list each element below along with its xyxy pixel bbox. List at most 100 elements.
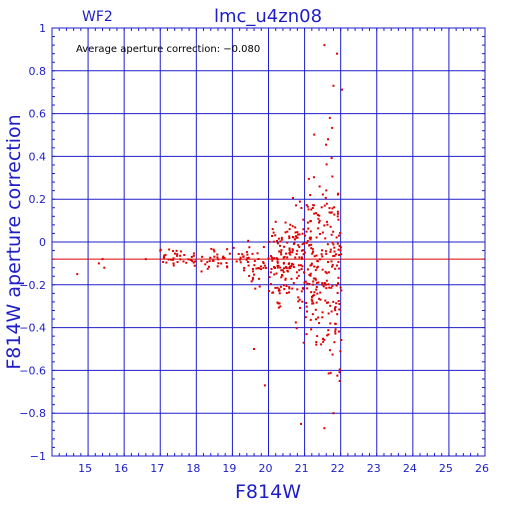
data-point [187, 258, 190, 261]
data-point [327, 372, 330, 375]
data-point [276, 261, 279, 264]
data-point [321, 311, 324, 314]
data-point [337, 282, 340, 285]
data-point [243, 266, 246, 269]
data-point [325, 287, 328, 290]
data-point [318, 214, 321, 217]
data-point [311, 313, 314, 316]
data-point [310, 262, 313, 265]
data-point [292, 196, 295, 199]
data-point [335, 264, 338, 267]
data-point [277, 306, 280, 309]
data-point [337, 192, 340, 195]
data-point [339, 249, 342, 252]
data-point [163, 254, 166, 257]
data-point [328, 286, 331, 289]
data-point [313, 212, 316, 215]
data-point [268, 289, 271, 292]
data-point [183, 253, 186, 256]
data-point [277, 237, 280, 240]
data-point [288, 247, 291, 250]
data-point [310, 263, 313, 266]
data-point [312, 250, 315, 253]
data-point [309, 238, 312, 241]
data-point [338, 308, 341, 311]
data-point [267, 257, 270, 260]
data-point [326, 301, 329, 304]
data-point [301, 232, 304, 235]
data-point [321, 316, 324, 319]
data-point [324, 299, 327, 302]
data-point [247, 256, 250, 259]
data-point [313, 294, 316, 297]
data-point [335, 284, 338, 287]
data-point [337, 261, 340, 264]
y-tick-label: −0.4 [19, 322, 46, 335]
data-point [253, 264, 256, 267]
data-point [336, 374, 339, 377]
data-point [297, 233, 300, 236]
y-tick-label: −0.8 [19, 407, 46, 420]
data-point [276, 286, 279, 289]
data-point [276, 258, 279, 261]
ticks-layer [51, 27, 486, 457]
data-point [299, 264, 302, 267]
data-point [276, 264, 279, 267]
data-point [332, 230, 335, 233]
data-point [295, 327, 298, 330]
data-point [201, 255, 204, 258]
data-point [206, 261, 209, 264]
data-point [336, 52, 339, 55]
data-point [276, 266, 279, 269]
data-point [313, 291, 316, 294]
x-axis-title: F814W [235, 481, 301, 503]
data-point [336, 212, 339, 215]
data-point [190, 255, 193, 258]
data-point [246, 253, 249, 256]
data-point [245, 258, 248, 261]
data-point [280, 269, 283, 272]
data-point [292, 266, 295, 269]
data-point [306, 310, 309, 313]
x-tick-label: 19 [222, 462, 236, 475]
data-point [332, 255, 335, 258]
data-point [313, 133, 316, 136]
data-point [313, 255, 316, 258]
data-point [317, 281, 320, 284]
data-point [298, 200, 301, 203]
data-point [296, 288, 299, 291]
data-point [312, 176, 315, 179]
data-point [330, 260, 333, 263]
data-point [322, 340, 325, 343]
data-point [288, 235, 291, 238]
data-point [333, 250, 336, 253]
data-point [305, 241, 308, 244]
data-point [312, 283, 315, 286]
data-point [246, 257, 249, 260]
data-point [301, 249, 304, 252]
data-point [316, 335, 319, 338]
data-point [258, 267, 261, 270]
data-point [256, 252, 259, 255]
data-point [289, 223, 292, 226]
data-point [279, 285, 282, 288]
data-point [304, 280, 307, 283]
data-point [242, 255, 245, 258]
data-point [315, 288, 318, 291]
data-point [311, 248, 314, 251]
data-point [315, 254, 318, 257]
data-point [305, 301, 308, 304]
data-point [159, 248, 162, 251]
data-point [308, 273, 311, 276]
data-point [253, 260, 256, 263]
data-point [332, 300, 335, 303]
data-point [304, 234, 307, 237]
data-point [329, 250, 332, 253]
y-tick-label: 1 [39, 22, 46, 35]
data-point [316, 260, 319, 263]
data-point [309, 274, 312, 277]
data-point [329, 304, 332, 307]
data-point [314, 269, 317, 272]
data-point [282, 271, 285, 274]
data-point [168, 248, 171, 251]
